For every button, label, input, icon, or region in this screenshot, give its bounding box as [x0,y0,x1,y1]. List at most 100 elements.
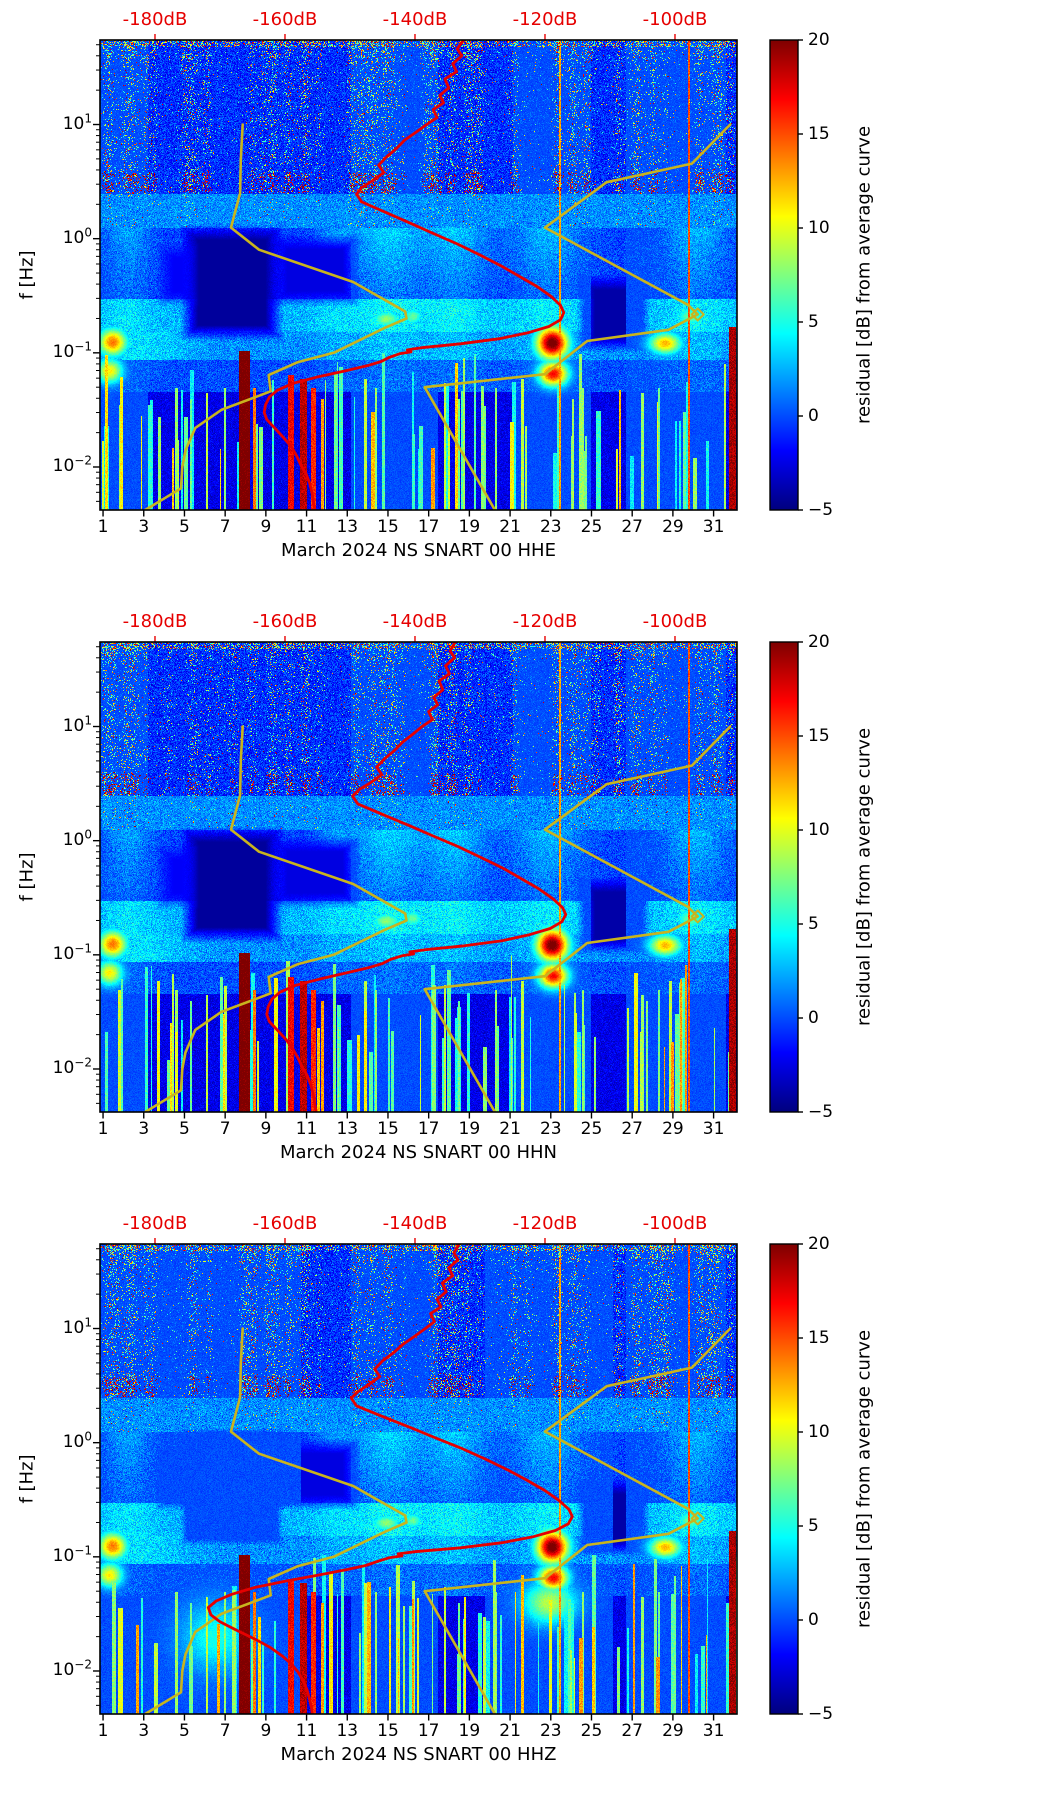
y-tick-label: 10−1 [52,941,92,964]
y-axis-label: f [Hz] [16,250,38,300]
x-tick-label: 31 [702,517,725,537]
x-tick-label: 17 [417,1119,440,1139]
x-tick-label: 31 [702,1119,725,1139]
x-tick-label: 21 [499,1119,521,1139]
x-axis-ticks [102,510,715,517]
colorbar-tick-label: 15 [808,124,830,144]
colorbar-tick-label: −5 [808,1102,834,1122]
top-db-tick-label: -100dB [642,1213,708,1234]
y-tick-label: 100 [62,827,92,850]
x-tick-label: 27 [621,1119,644,1139]
spectrogram-panel-hhz: -180dB -160dB -140dB -120dB -100dB f [Hz] Ma… [0,1204,1052,1806]
x-tick-label: 7 [219,1721,231,1741]
x-tick-label: 3 [138,517,150,537]
colorbar-tick-label: 0 [808,406,819,426]
y-tick-label: 10−2 [52,453,92,476]
spectrogram-panel-hhe: -180dB -160dB -140dB -120dB -100dB f [Hz] Ma… [0,0,1052,602]
y-axis-ticks [93,646,100,1104]
top-db-tick-label: -160dB [252,1213,318,1234]
x-tick-label: 27 [621,1721,644,1741]
y-tick-label: 100 [62,1429,92,1452]
top-db-tick-label: -120dB [512,1213,578,1234]
top-db-tick-label: -180dB [122,1213,188,1234]
top-db-tick-label: -120dB [512,9,578,30]
x-tick-label: 19 [458,517,481,537]
spectrogram-panel-hhn: -180dB -160dB -140dB -120dB -100dB f [Hz] Ma… [0,602,1052,1204]
spectrogram-heatmap [100,642,737,1112]
colorbar-tick-label: 0 [808,1008,819,1028]
x-tick-label: 9 [260,1119,272,1139]
colorbar-tick-label: 5 [808,312,819,332]
x-tick-label: 5 [179,1119,190,1139]
colorbar-tick-label: −5 [808,1704,834,1724]
x-tick-label: 1 [97,517,109,537]
x-tick-label: 7 [219,1119,231,1139]
x-tick-label: 23 [539,517,562,537]
top-db-tick-label: -180dB [122,9,188,30]
x-tick-label: 9 [260,517,272,537]
x-tick-label: 3 [138,1721,150,1741]
colorbar-tick-label: 20 [808,1234,830,1254]
y-tick-label: 10−2 [52,1055,92,1078]
x-tick-label: 29 [662,517,684,537]
x-tick-label: 17 [417,1721,440,1741]
y-axis-label: f [Hz] [16,1454,38,1504]
y-tick-label: 10−1 [52,339,92,362]
x-tick-label: 19 [458,1119,481,1139]
y-tick-label: 10−2 [52,1657,92,1680]
colorbar-tick-label: 15 [808,1328,830,1348]
x-tick-label: 17 [417,517,440,537]
top-db-tick-label: -120dB [512,611,578,632]
colorbar-tick-label: 20 [808,30,830,50]
x-tick-label: 7 [219,517,231,537]
x-axis-ticks [102,1714,715,1721]
x-tick-label: 11 [295,1721,318,1741]
x-tick-label: 13 [336,1119,359,1139]
colorbar-tick-label: 5 [808,1516,819,1536]
colorbar-tick-label: 0 [808,1610,819,1630]
top-db-tick-label: -140dB [382,9,448,30]
x-axis-label: March 2024 NS SNART 00 HHN [279,1142,558,1163]
x-tick-label: 23 [539,1119,562,1139]
spectrogram-heatmap [100,40,737,510]
colorbar-tick-label: 10 [808,218,830,238]
x-tick-label: 5 [179,517,190,537]
x-tick-label: 23 [539,1721,562,1741]
x-tick-label: 27 [621,517,644,537]
x-tick-label: 9 [260,1721,272,1741]
x-tick-label: 21 [499,1721,521,1741]
y-tick-label: 101 [62,110,92,134]
x-tick-label: 15 [377,517,399,537]
x-tick-label: 13 [336,517,359,537]
x-tick-label: 1 [97,1721,109,1741]
top-db-tick-label: -180dB [122,611,188,632]
x-tick-label: 31 [702,1721,725,1741]
y-axis-ticks [93,1248,100,1706]
y-tick-label: 101 [62,1314,92,1338]
x-tick-label: 15 [377,1721,399,1741]
x-axis-ticks [102,1112,715,1119]
x-tick-label: 25 [580,1721,603,1741]
top-db-tick-label: -100dB [642,611,708,632]
colorbar-tick-label: 10 [808,1422,830,1442]
y-tick-label: 100 [62,225,92,248]
spectrogram-heatmap [100,1244,737,1714]
top-db-tick-label: -160dB [252,611,318,632]
top-db-tick-label: -140dB [382,1213,448,1234]
x-tick-label: 25 [580,1119,603,1139]
colorbar-gradient [770,642,798,1112]
x-axis-label: March 2024 NS SNART 00 HHE [281,540,556,561]
x-tick-label: 1 [97,1119,109,1139]
x-tick-label: 11 [295,517,318,537]
colorbar-tick-label: 20 [808,632,830,652]
x-tick-label: 19 [458,1721,481,1741]
x-tick-label: 3 [138,1119,150,1139]
x-tick-label: 29 [662,1119,684,1139]
y-axis-label: f [Hz] [16,852,38,902]
x-tick-label: 11 [295,1119,318,1139]
x-tick-label: 21 [499,517,521,537]
x-tick-label: 25 [580,517,603,537]
colorbar-gradient [770,1244,798,1714]
colorbar-tick-label: 10 [808,820,830,840]
